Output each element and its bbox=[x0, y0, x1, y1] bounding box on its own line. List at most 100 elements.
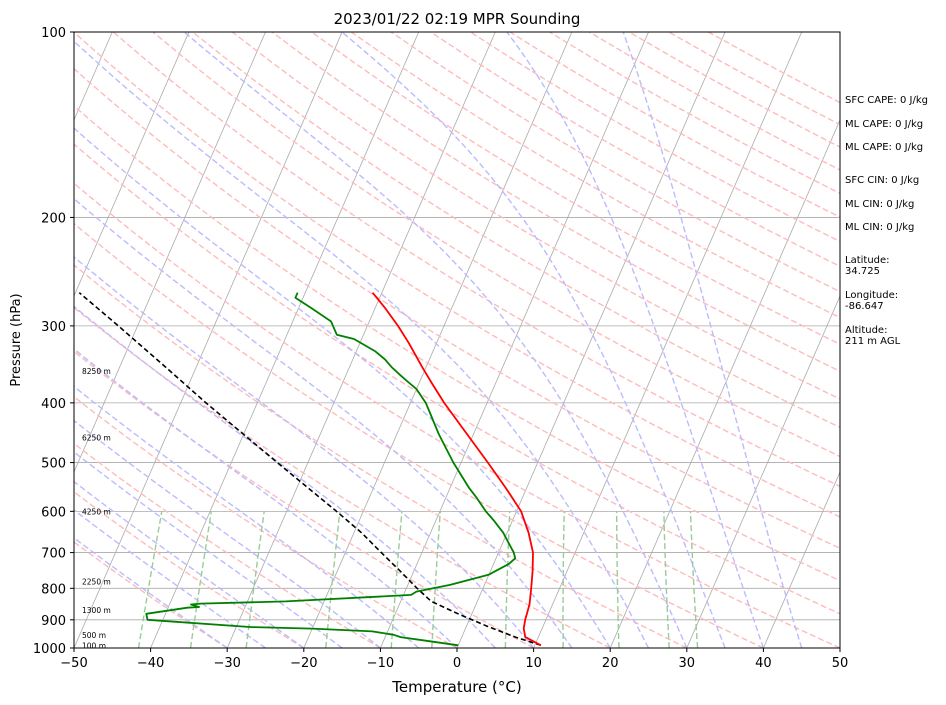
height-label: 4250 m bbox=[82, 507, 111, 516]
mixing-ratio-line bbox=[390, 511, 403, 648]
y-tick-label: 300 bbox=[41, 320, 66, 335]
x-tick-label: 10 bbox=[525, 656, 542, 671]
y-tick-label: 200 bbox=[41, 211, 66, 226]
y-tick-label: 100 bbox=[41, 26, 66, 41]
moist-adiabat-line bbox=[74, 451, 343, 648]
y-tick-label: 500 bbox=[41, 457, 66, 472]
x-tick-label: −50 bbox=[60, 656, 87, 671]
isotherm-line bbox=[609, 118, 840, 648]
plot-frame bbox=[73, 31, 841, 649]
x-tick-label: −10 bbox=[367, 656, 394, 671]
x-tick-label: 40 bbox=[755, 656, 772, 671]
height-label: 1300 m bbox=[82, 606, 111, 615]
isotherm-line bbox=[763, 470, 840, 648]
x-tick-label: 50 bbox=[832, 656, 849, 671]
isotherm-line bbox=[380, 32, 649, 648]
isotherm-line bbox=[303, 32, 573, 648]
y-axis-label: Pressure (hPa) bbox=[9, 293, 24, 386]
isotherm-line bbox=[74, 32, 190, 298]
moist-adiabat-line bbox=[74, 536, 228, 648]
dry-adiabat-line bbox=[74, 143, 840, 615]
dry-adiabat-line bbox=[271, 32, 840, 372]
ml-cin-text-2: ML CIN: 0 J/kg bbox=[845, 222, 915, 233]
height-label: 2250 m bbox=[82, 578, 111, 587]
x-tick-label: 30 bbox=[679, 656, 696, 671]
chart-title: 2023/01/22 02:19 MPR Sounding bbox=[334, 10, 581, 28]
dry-adiabat-line bbox=[74, 491, 305, 648]
y-tick-label: 700 bbox=[41, 547, 66, 562]
moist-adiabat-line bbox=[74, 197, 573, 648]
isotherm-line bbox=[74, 32, 266, 474]
moist-adiabat-line bbox=[506, 32, 765, 648]
y-tick-label: 400 bbox=[41, 397, 66, 412]
background-lines bbox=[74, 32, 840, 648]
x-tick-label: −20 bbox=[290, 656, 317, 671]
moist-adiabat-line bbox=[74, 480, 305, 648]
moist-adiabat-line bbox=[74, 40, 650, 648]
mixing-ratio-line bbox=[137, 511, 163, 648]
height-label: 6250 m bbox=[82, 433, 111, 442]
mixing-ratio-line bbox=[189, 511, 212, 648]
dry-adiabat-line bbox=[74, 442, 381, 648]
dry-adiabat-line bbox=[390, 32, 840, 293]
moist-adiabat-line bbox=[74, 256, 535, 648]
y-tick-label: 800 bbox=[41, 582, 66, 597]
mixing-ratio-line bbox=[504, 511, 511, 648]
dry-adiabat-line bbox=[74, 395, 458, 648]
sfc-cape-text: SFC CAPE: 0 J/kg bbox=[845, 95, 928, 106]
isotherm-line bbox=[226, 32, 496, 648]
dry-adiabat-line bbox=[231, 32, 840, 400]
longitude-text: Longitude: -86.647 bbox=[845, 290, 899, 312]
isotherm-line bbox=[150, 32, 420, 648]
height-labels: 8250 m 6250 m 4250 m 2250 m 1300 m 500 m 100 m bbox=[82, 367, 111, 651]
isotherm-line bbox=[686, 294, 840, 648]
moist-adiabat-line bbox=[74, 419, 381, 648]
y-tick-label: 1000 bbox=[33, 642, 66, 657]
dry-adiabat-line bbox=[112, 32, 840, 488]
dry-adiabat-line bbox=[74, 541, 228, 648]
height-label: 100 m bbox=[82, 642, 106, 651]
moist-adiabat-line bbox=[183, 32, 688, 648]
dry-adiabat-line bbox=[192, 32, 840, 429]
mixing-ratio-line bbox=[325, 511, 341, 648]
dry-adiabat-line bbox=[74, 32, 840, 518]
isotherm-line bbox=[533, 32, 803, 648]
moist-adiabat-line bbox=[74, 385, 420, 648]
moist-adiabat-line bbox=[74, 348, 458, 648]
sfc-cin-text: SFC CIN: 0 J/kg bbox=[845, 175, 920, 186]
height-label: 8250 m bbox=[82, 367, 111, 376]
moist-adiabat-line bbox=[622, 32, 803, 648]
dry-adiabat-line bbox=[74, 306, 611, 648]
height-label: 500 m bbox=[82, 631, 106, 640]
profile-lines bbox=[78, 292, 542, 647]
dry-adiabat-line bbox=[74, 105, 840, 582]
moist-adiabat-line bbox=[74, 509, 266, 648]
latitude-text: Latitude: 34.725 bbox=[845, 255, 890, 277]
y-tick-label: 900 bbox=[41, 614, 66, 629]
dry-adiabat-line bbox=[74, 350, 534, 648]
ml-cape-text: ML CAPE: 0 J/kg bbox=[845, 119, 924, 130]
dry-adiabat-line bbox=[74, 264, 688, 648]
mixing-ratio-line bbox=[663, 511, 670, 648]
dry-adiabat-line bbox=[74, 182, 840, 648]
mixing-ratio-line bbox=[689, 511, 699, 648]
mixing-ratio-line bbox=[245, 511, 265, 648]
mixing-ratio-line bbox=[562, 511, 565, 648]
y-tick-label: 600 bbox=[41, 505, 66, 520]
dewpoint-profile-line bbox=[145, 292, 517, 647]
ml-cin-text: ML CIN: 0 J/kg bbox=[845, 199, 915, 210]
moist-adiabat-line bbox=[341, 32, 726, 648]
x-tick-label: 0 bbox=[453, 656, 461, 671]
isotherm-line bbox=[456, 32, 726, 648]
axes: −50 −40 −30 −20 −10 0 10 20 30 40 50 100 200 300 400 50… bbox=[33, 26, 848, 671]
parcel-path-line bbox=[78, 292, 542, 647]
dry-adiabat-line bbox=[74, 222, 764, 648]
x-axis-label: Temperature (°C) bbox=[391, 678, 521, 696]
x-tick-label: −40 bbox=[137, 656, 164, 671]
isotherm-line bbox=[74, 32, 343, 648]
dry-adiabat-line bbox=[311, 32, 840, 345]
temperature-profile-line bbox=[371, 292, 542, 647]
altitude-text: Altitude: 211 m AGL bbox=[845, 325, 901, 347]
ml-cape-text-2: ML CAPE: 0 J/kg bbox=[845, 142, 924, 153]
